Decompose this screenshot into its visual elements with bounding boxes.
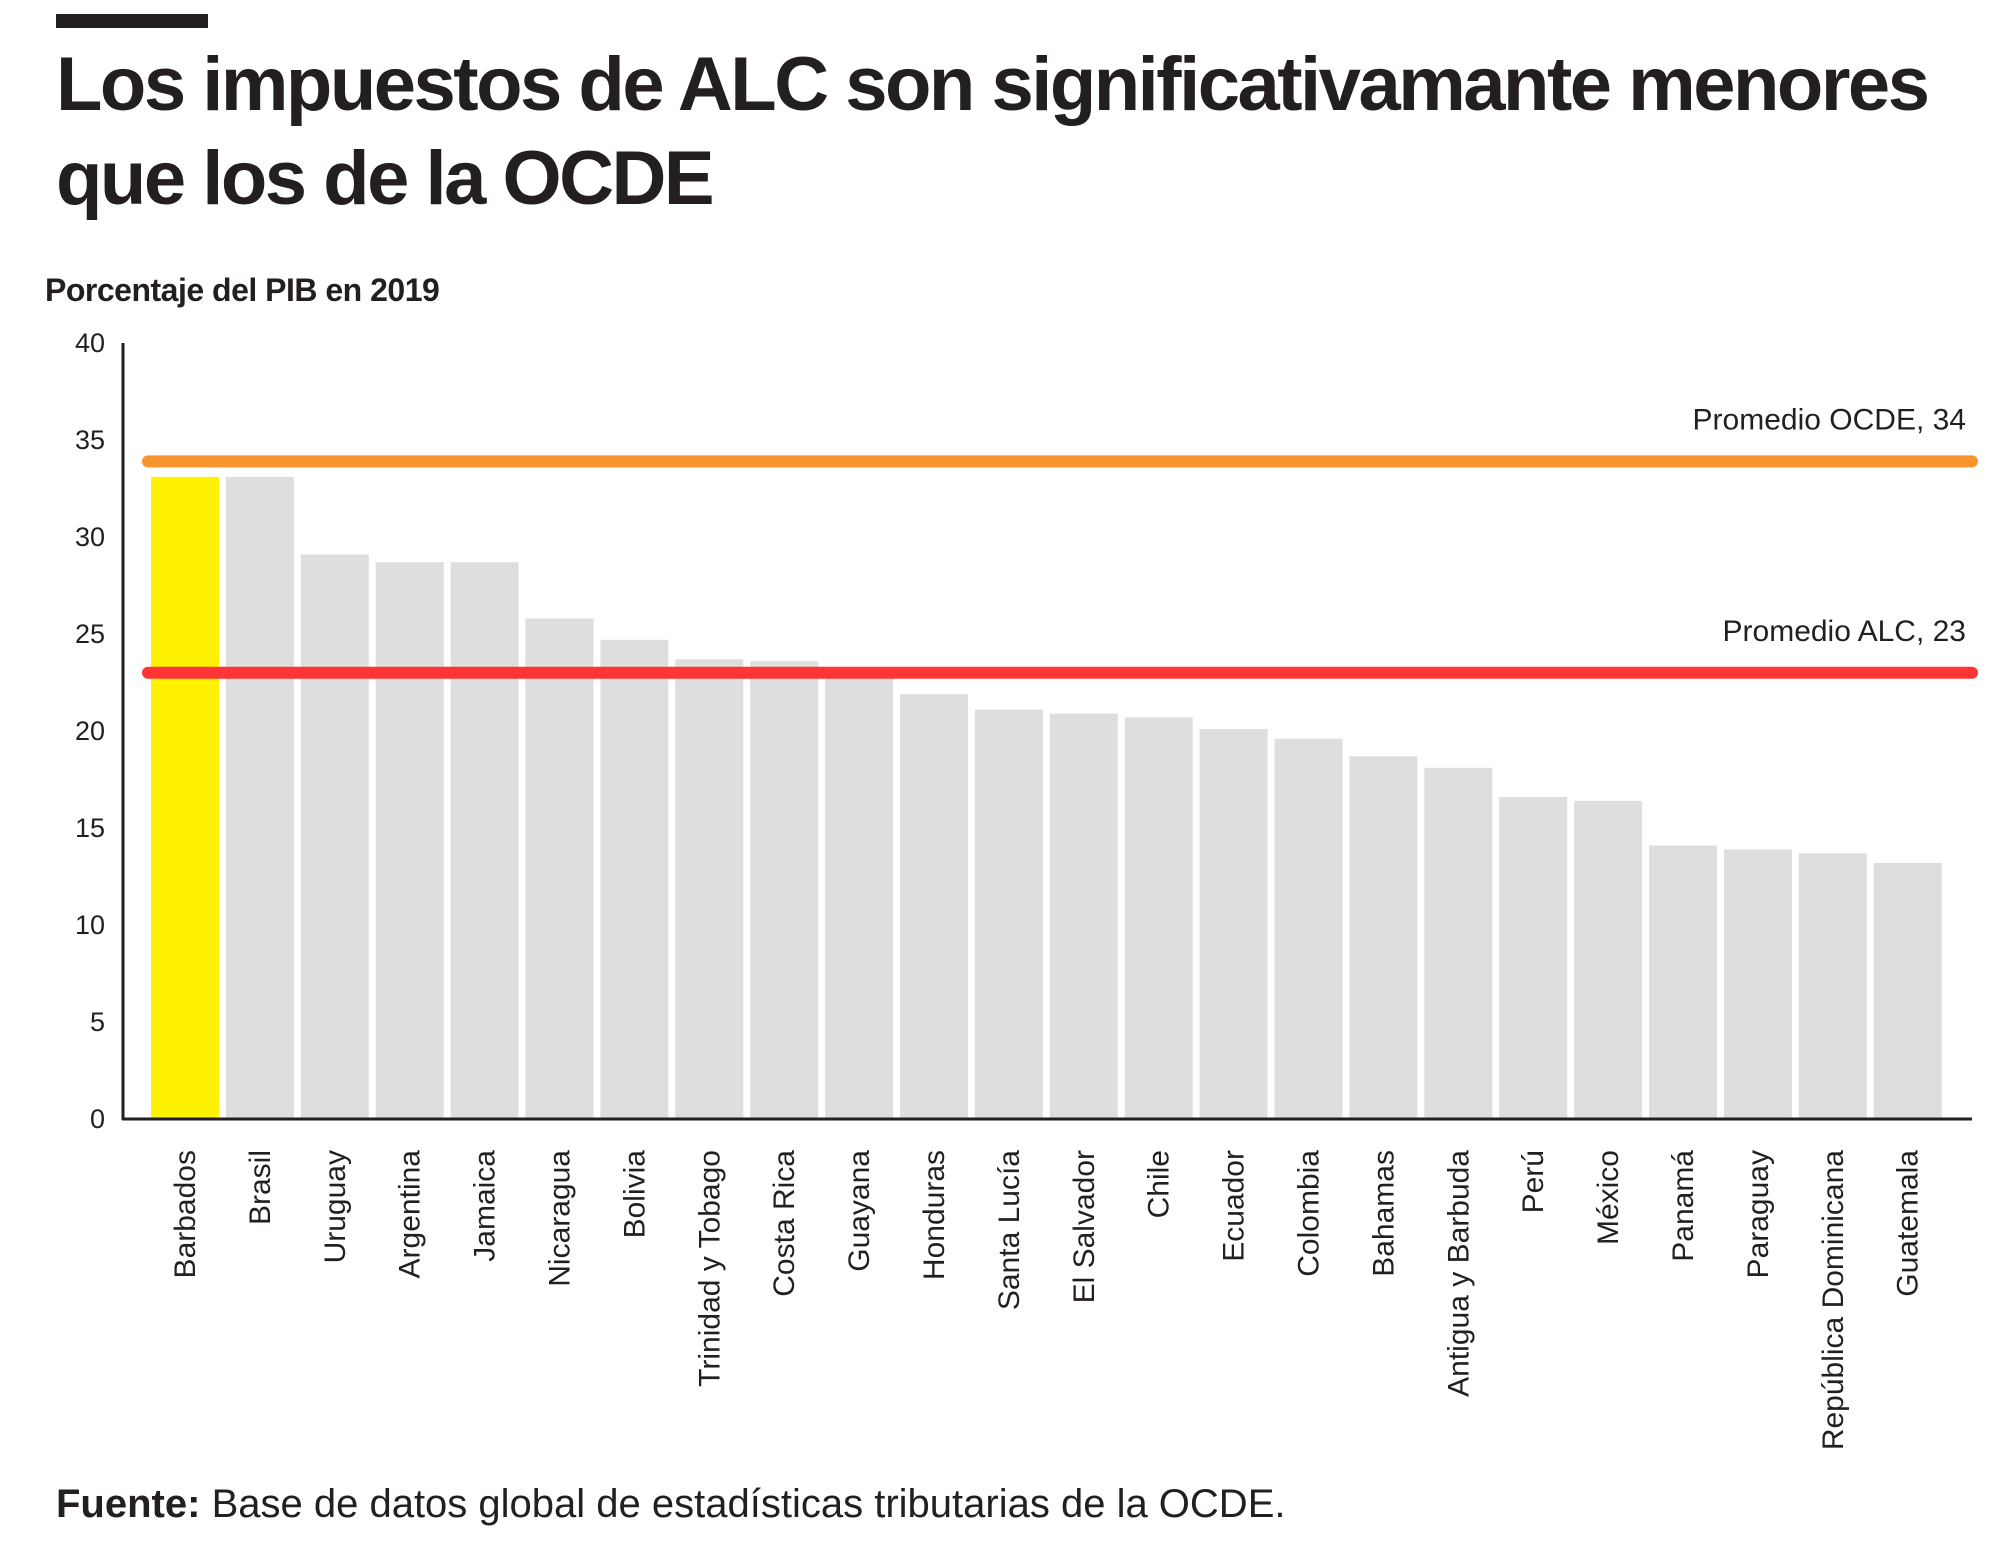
category-label: Guatemala: [1892, 1150, 1925, 1297]
category-label: Santa Lucía: [993, 1150, 1026, 1310]
bar-bolivia: [600, 639, 669, 1119]
category-label: Nicaragua: [544, 1150, 577, 1287]
bar-argentina: [375, 562, 444, 1119]
bar-uruguay: [300, 554, 369, 1119]
y-tick-label: 20: [75, 716, 105, 746]
y-axis-ticks: 0 5 10 15 20 25 30 35 40: [75, 328, 105, 1134]
y-tick-label: 30: [75, 522, 105, 552]
bar-méxico: [1574, 800, 1643, 1119]
category-label: Bahamas: [1367, 1150, 1400, 1277]
bar-el-salvador: [1049, 713, 1118, 1119]
category-label: Barbados: [169, 1150, 202, 1278]
category-label: República Dominicana: [1817, 1150, 1850, 1450]
y-tick-label: 0: [90, 1104, 105, 1134]
title-accent-bar: [56, 14, 208, 28]
category-label: Bolivia: [618, 1150, 651, 1239]
source-label: Fuente:: [56, 1482, 201, 1526]
category-label: Brasil: [244, 1150, 277, 1225]
bar-república-dominicana: [1798, 853, 1867, 1119]
y-axis-label: Porcentaje del PIB en 2019: [45, 272, 440, 308]
bar-jamaica: [450, 562, 519, 1119]
bar-bahamas: [1349, 756, 1418, 1119]
category-label: Honduras: [918, 1150, 951, 1280]
category-label: Uruguay: [319, 1150, 352, 1263]
category-labels: Barbados Brasil Uruguay Argentina Jamaica Nic…: [169, 1150, 1925, 1450]
category-label: El Salvador: [1068, 1150, 1101, 1303]
bar-ecuador: [1199, 729, 1268, 1119]
bar-colombia: [1274, 738, 1343, 1119]
category-label: Trinidad y Tobago: [693, 1150, 726, 1387]
source-note: Fuente: Base de datos global de estadíst…: [56, 1482, 1286, 1527]
bars-group: [151, 476, 1942, 1119]
y-tick-label: 40: [75, 328, 105, 358]
oecd-average-label: Promedio OCDE, 34: [1693, 403, 1966, 436]
bar-barbados: [151, 476, 219, 1119]
category-label: Guayana: [843, 1150, 876, 1272]
bar-panamá: [1649, 845, 1717, 1119]
y-tick-label: 10: [75, 910, 105, 940]
category-label: Perú: [1517, 1150, 1550, 1213]
y-tick-label: 25: [75, 619, 105, 649]
category-label: Antigua y Barbuda: [1442, 1150, 1475, 1397]
bar-antigua-y-barbuda: [1424, 767, 1493, 1119]
bar-chile: [1124, 717, 1193, 1119]
axes: [121, 343, 1972, 1121]
category-label: Panamá: [1667, 1150, 1700, 1262]
chart-title: Los impuestos de ALC son significativama…: [56, 42, 1930, 221]
category-label: Colombia: [1293, 1150, 1326, 1277]
category-label: México: [1592, 1150, 1625, 1245]
bar-honduras: [900, 694, 968, 1119]
category-label: Argentina: [394, 1150, 427, 1279]
category-label: Ecuador: [1218, 1150, 1251, 1262]
bar-santa-lucía: [974, 709, 1043, 1119]
reference-lines: Promedio OCDE, 34 Promedio ALC, 23: [142, 403, 1978, 679]
category-label: Chile: [1143, 1150, 1176, 1218]
bar-costa-rica: [750, 661, 819, 1119]
category-label: Paraguay: [1742, 1150, 1775, 1278]
bar-guayana: [825, 678, 894, 1119]
bar-guatemala: [1873, 862, 1942, 1119]
y-tick-label: 5: [90, 1007, 105, 1037]
bar-paraguay: [1723, 849, 1792, 1119]
bar-trinidad-y-tobago: [675, 659, 744, 1119]
category-label: Costa Rica: [768, 1150, 801, 1297]
bar-perú: [1499, 796, 1568, 1119]
category-label: Jamaica: [469, 1150, 502, 1262]
source-text: Base de datos global de estadísticas tri…: [211, 1482, 1286, 1526]
y-tick-label: 35: [75, 425, 105, 455]
bar-brasil: [225, 476, 294, 1119]
y-tick-label: 15: [75, 813, 105, 843]
bar-nicaragua: [525, 618, 594, 1119]
lac-average-label: Promedio ALC, 23: [1723, 615, 1966, 648]
